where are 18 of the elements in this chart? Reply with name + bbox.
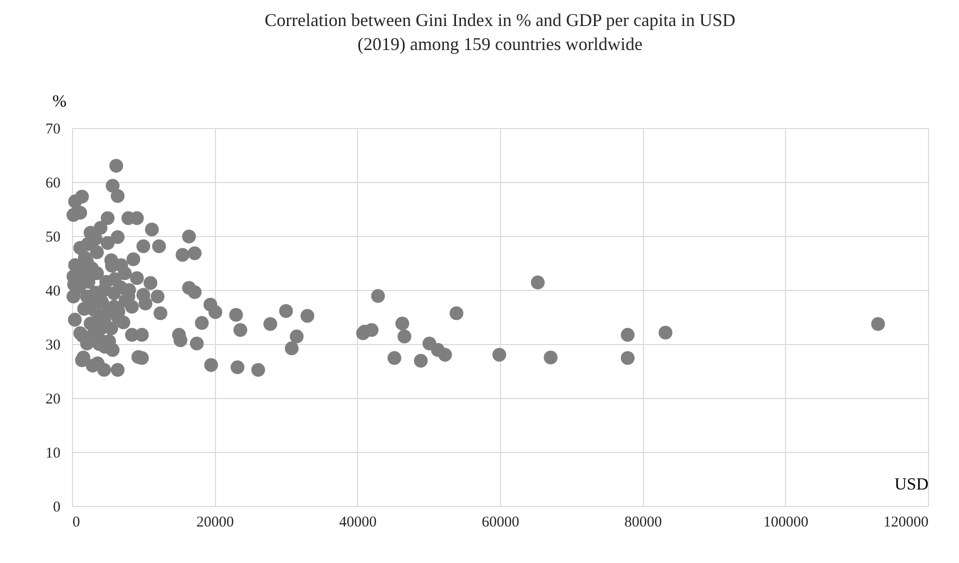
y-tick-label: 0 (53, 500, 60, 516)
y-tick-label: 20 (46, 392, 60, 408)
x-tick-label: 120000 (884, 514, 928, 530)
x-tick-label: 100000 (763, 514, 808, 530)
y-tick-label: 40 (46, 284, 60, 300)
y-tick-label: 70 (46, 122, 60, 138)
y-tick-label: 10 (46, 446, 60, 462)
chart-title: Correlation between Gini Index in % and GDP per capita in USD (2019) among 159 countries worldwide (264, 10, 736, 54)
x-tick-label: 20000 (196, 514, 234, 530)
y-tick-label: 60 (46, 176, 60, 192)
x-tick-label: 40000 (339, 514, 377, 530)
y-tick-label: 50 (46, 230, 60, 246)
x-axis-title: USD (894, 474, 928, 494)
x-tick-label: 0 (72, 514, 80, 530)
x-tick-label: 80000 (624, 514, 662, 530)
x-tick-label: 60000 (482, 514, 520, 530)
y-axis-title: % (52, 92, 66, 110)
y-tick-label: 30 (46, 338, 60, 354)
